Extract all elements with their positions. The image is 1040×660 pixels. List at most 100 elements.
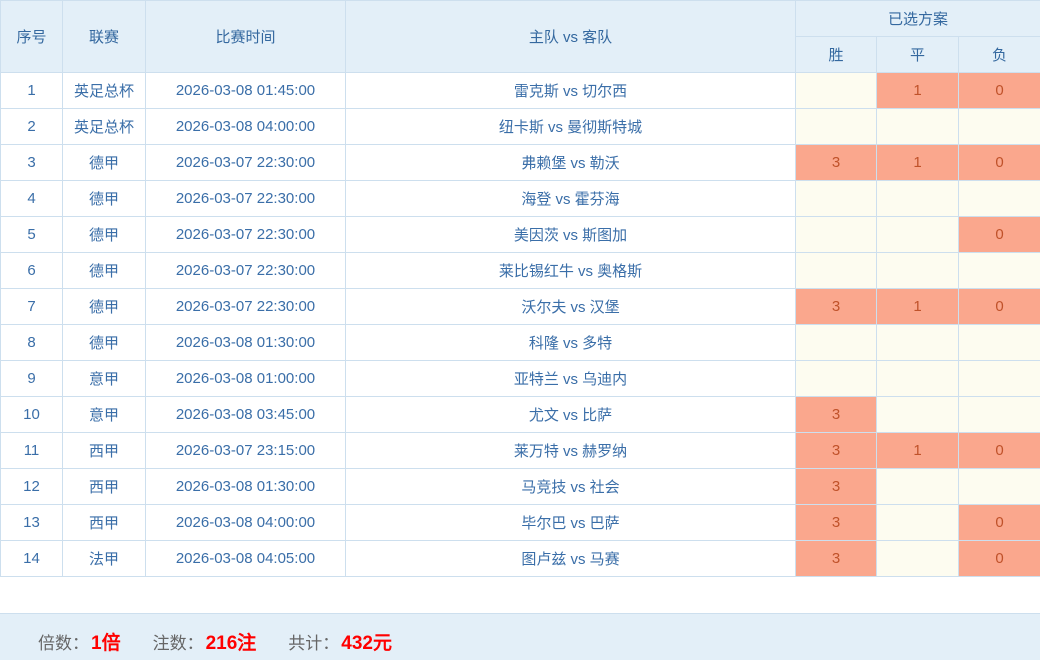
match-index-cell: 14 — [0, 540, 63, 577]
table-row: 8 德甲 2026-03-08 01:30:00 科隆 vs 多特 — [0, 324, 1040, 361]
summary-bar: 倍数： 1倍 注数： 216注 共计： 432元 — [0, 613, 1040, 660]
match-league-cell: 德甲 — [62, 288, 146, 325]
match-league-cell: 西甲 — [62, 432, 146, 469]
selection-cell-win[interactable] — [795, 72, 877, 109]
match-teams-cell: 毕尔巴 vs 巴萨 — [345, 504, 796, 541]
match-index-cell: 5 — [0, 216, 63, 253]
selection-cell-win[interactable] — [795, 252, 877, 289]
summary-multiple-label: 倍数： — [38, 634, 89, 653]
selection-cell-lose[interactable] — [957, 468, 1040, 505]
column-header-lose: 负 — [957, 36, 1040, 73]
table-row: 11 西甲 2026-03-07 23:15:00 莱万特 vs 赫罗纳 3 1 0 — [0, 432, 1040, 469]
selection-cell-win[interactable]: 3 — [795, 288, 877, 325]
match-time-cell: 2026-03-08 01:30:00 — [145, 468, 346, 505]
header-row-sub: 胜 平 负 — [1, 36, 1040, 73]
summary-total: 共计： 432元 — [288, 628, 392, 655]
selection-cell-lose[interactable] — [957, 396, 1040, 433]
selection-cell-lose[interactable]: 0 — [957, 504, 1040, 541]
match-time-cell: 2026-03-08 01:00:00 — [145, 360, 346, 397]
selection-cell-win[interactable]: 3 — [795, 504, 877, 541]
match-teams-cell: 莱比锡红牛 vs 奥格斯 — [345, 252, 796, 289]
column-header-league: 联赛 — [62, 0, 146, 73]
match-index-cell: 4 — [0, 180, 63, 217]
selection-cell-lose[interactable]: 0 — [957, 144, 1040, 181]
match-league-cell: 德甲 — [62, 324, 146, 361]
match-league-cell: 德甲 — [62, 252, 146, 289]
selection-cell-lose[interactable] — [957, 324, 1040, 361]
column-header-teams: 主队 vs 客队 — [345, 0, 796, 73]
match-index-cell: 9 — [0, 360, 63, 397]
table-row: 5 德甲 2026-03-07 22:30:00 美因茨 vs 斯图加 0 — [0, 216, 1040, 253]
match-index-cell: 10 — [0, 396, 63, 433]
selection-cell-draw[interactable] — [876, 396, 959, 433]
match-teams-cell: 弗赖堡 vs 勒沃 — [345, 144, 796, 181]
selection-cell-draw[interactable] — [876, 252, 959, 289]
selection-cell-win[interactable]: 3 — [795, 144, 877, 181]
match-league-cell: 意甲 — [62, 396, 146, 433]
table-summary-spacer — [0, 577, 1040, 613]
match-teams-cell: 亚特兰 vs 乌迪内 — [345, 360, 796, 397]
selection-cell-win[interactable] — [795, 324, 877, 361]
table-row: 4 德甲 2026-03-07 22:30:00 海登 vs 霍芬海 — [0, 180, 1040, 217]
selection-cell-draw[interactable]: 1 — [876, 144, 959, 181]
match-league-cell: 德甲 — [62, 144, 146, 181]
match-time-cell: 2026-03-07 23:15:00 — [145, 432, 346, 469]
match-teams-cell: 海登 vs 霍芬海 — [345, 180, 796, 217]
match-teams-cell: 尤文 vs 比萨 — [345, 396, 796, 433]
selection-cell-lose[interactable] — [957, 180, 1040, 217]
selection-cell-win[interactable]: 3 — [795, 540, 877, 577]
match-teams-cell: 图卢兹 vs 马赛 — [345, 540, 796, 577]
selection-cell-lose[interactable] — [957, 360, 1040, 397]
selection-cell-win[interactable] — [795, 360, 877, 397]
table-header: 序号 联赛 比赛时间 主队 vs 客队 已选方案 胜 平 负 — [0, 0, 1040, 73]
selection-cell-draw[interactable] — [876, 360, 959, 397]
summary-multiple: 倍数： 1倍 — [38, 628, 121, 655]
match-league-cell: 意甲 — [62, 360, 146, 397]
match-index-cell: 7 — [0, 288, 63, 325]
match-league-cell: 法甲 — [62, 540, 146, 577]
selection-cell-draw[interactable]: 1 — [876, 288, 959, 325]
selection-cell-draw[interactable] — [876, 180, 959, 217]
selection-cell-win[interactable]: 3 — [795, 468, 877, 505]
selection-cell-win[interactable]: 3 — [795, 432, 877, 469]
selection-cell-draw[interactable] — [876, 504, 959, 541]
match-time-cell: 2026-03-08 03:45:00 — [145, 396, 346, 433]
selection-cell-win[interactable] — [795, 216, 877, 253]
selection-cell-draw[interactable] — [876, 324, 959, 361]
match-teams-cell: 纽卡斯 vs 曼彻斯特城 — [345, 108, 796, 145]
table-row: 6 德甲 2026-03-07 22:30:00 莱比锡红牛 vs 奥格斯 — [0, 252, 1040, 289]
column-header-time: 比赛时间 — [145, 0, 346, 73]
table-body: 1 英足总杯 2026-03-08 01:45:00 雷克斯 vs 切尔西 1 0 2 英足总… — [0, 72, 1040, 577]
selection-cell-draw[interactable] — [876, 540, 959, 577]
selection-cell-draw[interactable]: 1 — [876, 72, 959, 109]
selection-cell-lose[interactable]: 0 — [957, 432, 1040, 469]
summary-total-label: 共计： — [288, 634, 340, 653]
selection-cell-lose[interactable] — [957, 252, 1040, 289]
selection-cell-draw[interactable] — [876, 108, 959, 145]
column-header-draw: 平 — [876, 36, 959, 73]
selection-cell-lose[interactable] — [957, 108, 1040, 145]
match-selection-table: 序号 联赛 比赛时间 主队 vs 客队 已选方案 胜 平 负 1 英足总杯 2026… — [0, 0, 1040, 577]
match-time-cell: 2026-03-07 22:30:00 — [145, 180, 346, 217]
match-league-cell: 英足总杯 — [62, 72, 146, 109]
selection-cell-lose[interactable]: 0 — [957, 216, 1040, 253]
summary-total-value: 432元 — [341, 633, 392, 654]
match-index-cell: 12 — [0, 468, 63, 505]
selection-cell-lose[interactable]: 0 — [957, 540, 1040, 577]
selection-cell-lose[interactable]: 0 — [957, 72, 1040, 109]
selection-cell-draw[interactable] — [876, 216, 959, 253]
match-time-cell: 2026-03-08 04:00:00 — [145, 504, 346, 541]
match-league-cell: 英足总杯 — [62, 108, 146, 145]
summary-multiple-value: 1倍 — [91, 633, 121, 654]
selection-cell-lose[interactable]: 0 — [957, 288, 1040, 325]
selection-cell-win[interactable] — [795, 108, 877, 145]
selection-cell-draw[interactable]: 1 — [876, 432, 959, 469]
selection-cell-win[interactable] — [795, 180, 877, 217]
selection-cell-draw[interactable] — [876, 468, 959, 505]
table-row: 7 德甲 2026-03-07 22:30:00 沃尔夫 vs 汉堡 3 1 0 — [0, 288, 1040, 325]
summary-bets-label: 注数： — [152, 634, 204, 653]
summary-bets: 注数： 216注 — [153, 628, 257, 655]
match-time-cell: 2026-03-07 22:30:00 — [145, 216, 346, 253]
selection-cell-win[interactable]: 3 — [795, 396, 877, 433]
